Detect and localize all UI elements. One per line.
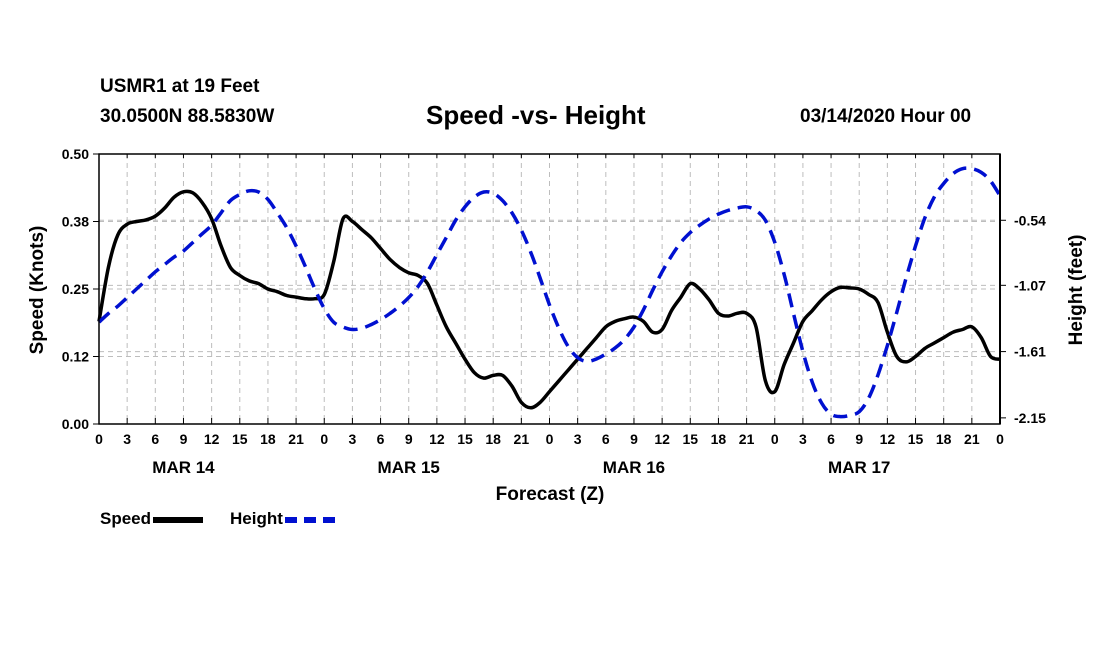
y-axis-label: Speed (Knots) xyxy=(27,226,48,355)
legend-speed-swatch xyxy=(153,516,204,523)
x-tick-label: 6 xyxy=(827,431,835,447)
x-tick-label: 0 xyxy=(95,431,103,447)
y-tick-label: 0.00 xyxy=(62,416,89,432)
y-tick-label: 0.25 xyxy=(62,281,89,297)
x-tick-label: 0 xyxy=(546,431,554,447)
day-label: MAR 14 xyxy=(152,458,215,477)
day-label: MAR 17 xyxy=(828,458,890,477)
legend-speed: Speed xyxy=(100,509,204,529)
y2-tick-label: -1.07 xyxy=(1014,277,1046,293)
x-tick-label: 18 xyxy=(485,431,501,447)
legend-height-swatch xyxy=(284,516,335,523)
x-tick-label: 12 xyxy=(204,431,220,447)
x-tick-label: 12 xyxy=(429,431,445,447)
x-tick-label: 18 xyxy=(260,431,276,447)
x-tick-label: 12 xyxy=(880,431,896,447)
y2-tick-label: -0.54 xyxy=(1014,212,1046,228)
x-tick-label: 0 xyxy=(771,431,779,447)
x-tick-label: 0 xyxy=(320,431,328,447)
legend-height: Height xyxy=(230,509,335,529)
day-label: MAR 16 xyxy=(603,458,665,477)
x-tick-label: 6 xyxy=(151,431,159,447)
x-tick-label: 9 xyxy=(405,431,413,447)
legend-height-label: Height xyxy=(230,509,283,528)
forecast-timestamp: 03/14/2020 Hour 00 xyxy=(800,106,972,127)
chart-title: Speed -vs- Height xyxy=(426,100,646,130)
x-tick-label: 15 xyxy=(908,431,924,447)
speed-series-line xyxy=(97,189,1001,410)
x-tick-label: 18 xyxy=(936,431,952,447)
x-tick-label: 21 xyxy=(739,431,755,447)
x-tick-label: 3 xyxy=(574,431,582,447)
x-tick-label: 18 xyxy=(711,431,727,447)
x-tick-label: 21 xyxy=(514,431,530,447)
x-tick-label: 9 xyxy=(180,431,188,447)
x-tick-label: 21 xyxy=(964,431,980,447)
x-tick-label: 3 xyxy=(349,431,357,447)
x-tick-label: 3 xyxy=(123,431,131,447)
y2-tick-label: -2.15 xyxy=(1014,410,1046,426)
x-tick-label: 6 xyxy=(602,431,610,447)
x-tick-label: 15 xyxy=(457,431,473,447)
y-tick-label: 0.50 xyxy=(62,146,89,162)
day-label: MAR 15 xyxy=(378,458,440,477)
x-tick-label: 0 xyxy=(996,431,1004,447)
y2-axis-label: Height (feet) xyxy=(1066,235,1087,346)
y-tick-label: 0.38 xyxy=(62,214,89,230)
x-axis-label: Forecast (Z) xyxy=(496,484,605,505)
station-label: USMR1 at 19 Feet xyxy=(100,76,260,97)
x-tick-label: 6 xyxy=(377,431,385,447)
y-tick-label: 0.12 xyxy=(62,349,89,365)
x-tick-label: 9 xyxy=(855,431,863,447)
x-tick-label: 15 xyxy=(682,431,698,447)
height-series-line xyxy=(97,166,1002,419)
x-tick-label: 21 xyxy=(288,431,304,447)
legend-speed-label: Speed xyxy=(100,509,152,528)
x-tick-label: 9 xyxy=(630,431,638,447)
x-tick-label: 3 xyxy=(799,431,807,447)
y2-tick-label: -1.61 xyxy=(1014,344,1046,360)
x-tick-label: 15 xyxy=(232,431,248,447)
x-tick-label: 12 xyxy=(654,431,670,447)
coordinates-label: 30.0500N 88.5830W xyxy=(100,106,275,127)
